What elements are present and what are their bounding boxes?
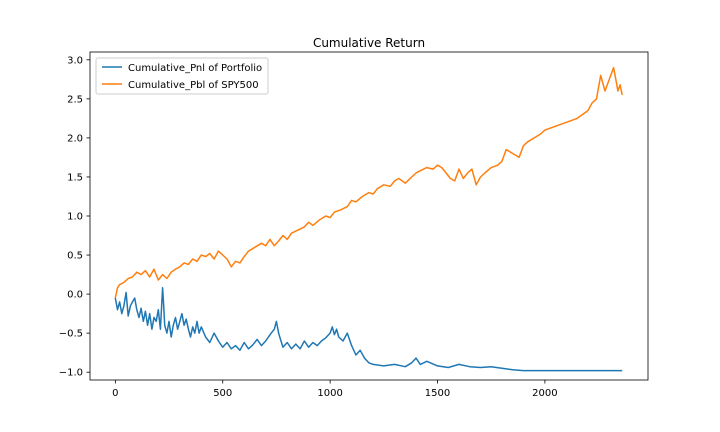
- x-tick-label: 2000: [532, 388, 557, 399]
- x-tick-label: 500: [213, 388, 232, 399]
- y-tick-label: −0.5: [59, 329, 83, 340]
- series-line-spy500: [114, 66, 623, 299]
- legend: Cumulative_Pnl of Portfolio Cumulative_P…: [95, 57, 269, 95]
- axes-background: [90, 52, 648, 380]
- x-tick-label: 1000: [317, 388, 342, 399]
- legend-label-portfolio: Cumulative_Pnl of Portfolio: [128, 63, 262, 74]
- x-axis: 0 500 1000 1500 2000: [112, 380, 558, 399]
- series-lines: [114, 66, 623, 372]
- legend-box: [95, 57, 269, 95]
- series-line-portfolio: [114, 287, 623, 372]
- y-tick-label: 2.0: [67, 133, 83, 144]
- y-axis: −1.0 −0.5 0.0 0.5 1.0 1.5 2.0 2.5 3.0: [59, 55, 90, 379]
- chart-title: Cumulative Return: [313, 36, 425, 50]
- y-tick-label: 0.5: [67, 251, 83, 262]
- x-tick-label: 0: [112, 388, 118, 399]
- y-tick-label: 1.0: [67, 212, 83, 223]
- y-tick-label: −1.0: [59, 368, 83, 379]
- legend-label-spy500: Cumulative_Pbl of SPY500: [128, 80, 259, 91]
- plot-area: [89, 51, 649, 381]
- x-tick-label: 1500: [425, 388, 450, 399]
- y-tick-label: 3.0: [67, 55, 83, 66]
- y-tick-label: 0.0: [67, 290, 83, 301]
- y-tick-label: 1.5: [67, 172, 83, 183]
- y-tick-label: 2.5: [67, 94, 83, 105]
